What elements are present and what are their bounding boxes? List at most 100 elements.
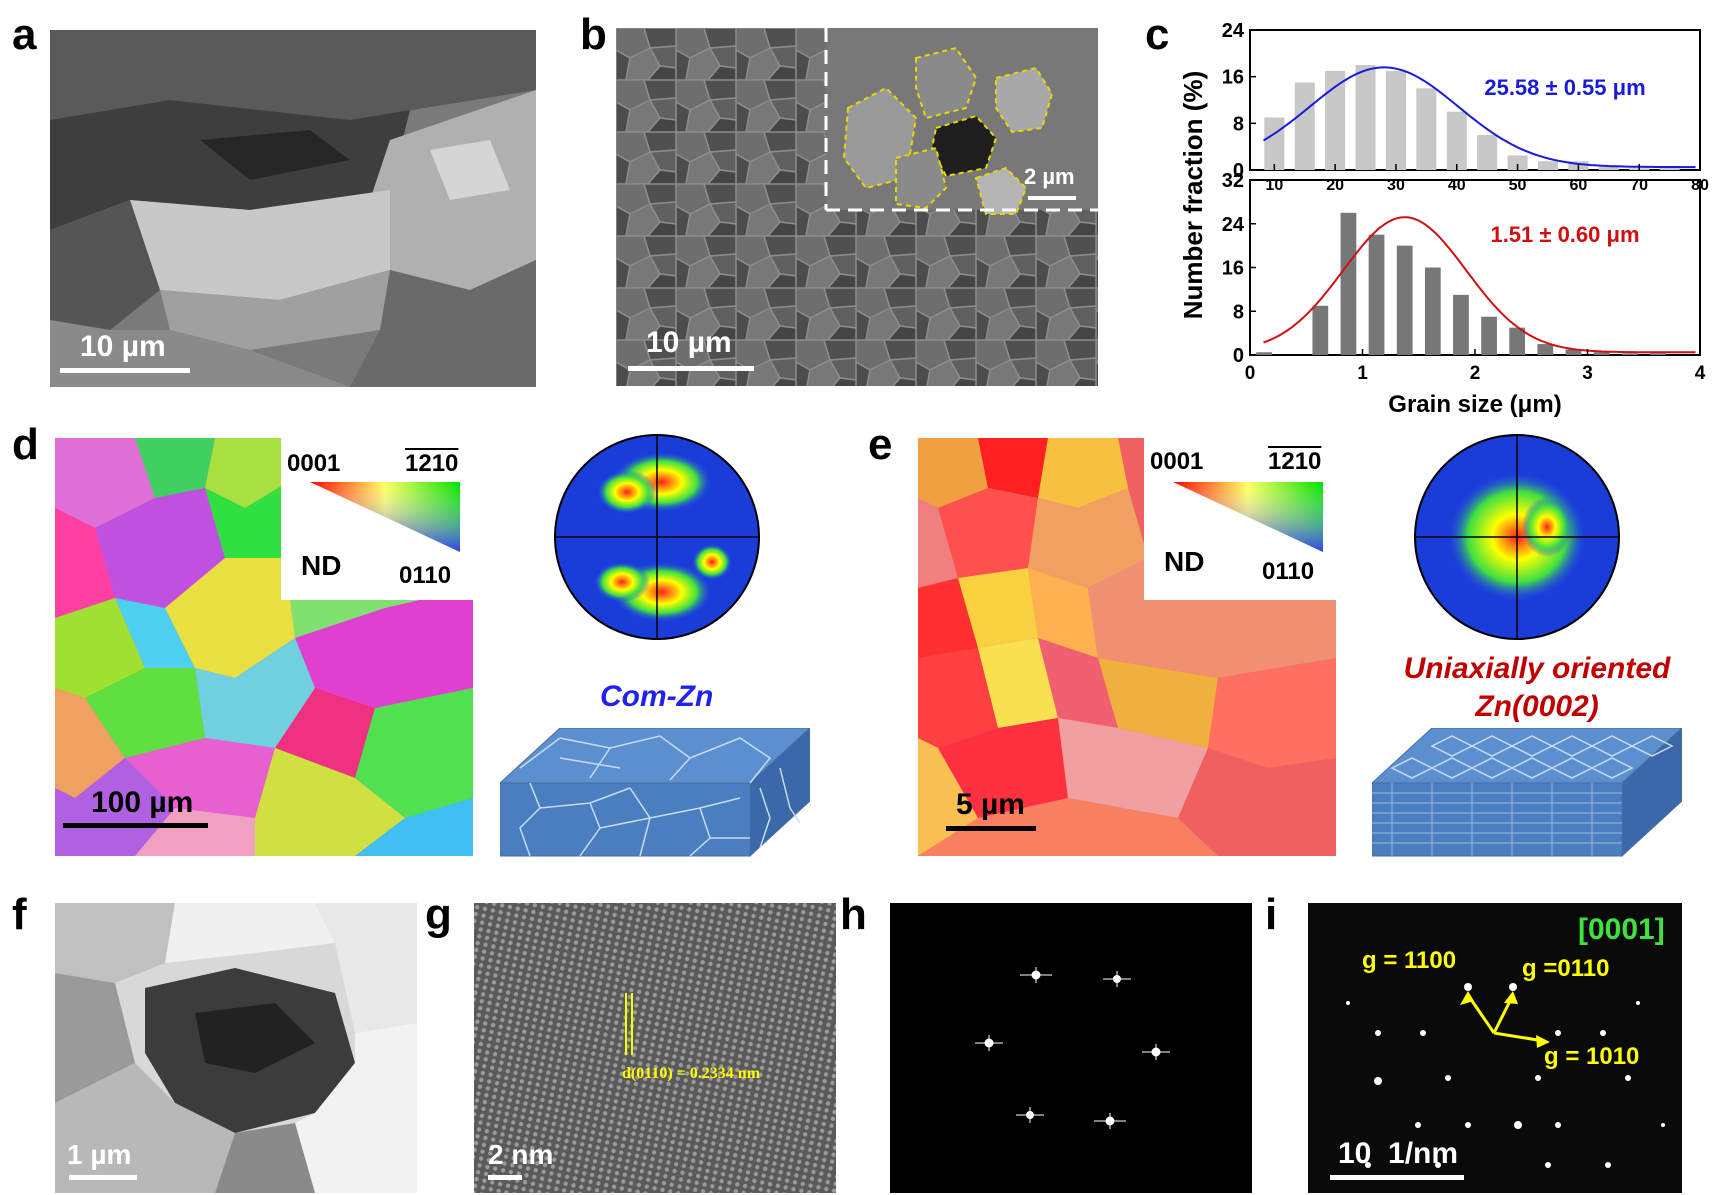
- ipf-color-triangle: [310, 482, 460, 552]
- scale-bar: [488, 1175, 522, 1180]
- histogram-bar: [1621, 353, 1638, 355]
- histogram-bar: [1537, 161, 1559, 170]
- sem-image-a: 10 µm: [50, 30, 536, 387]
- x-tick-label: 60: [1569, 177, 1587, 194]
- scale-bar: [1330, 1175, 1464, 1180]
- x-axis-label: Grain size (μm): [1388, 391, 1561, 418]
- histogram-bar: [1355, 65, 1376, 170]
- histogram-bar: [1477, 135, 1498, 170]
- panel-label-i: i: [1265, 890, 1278, 939]
- ipf-label-0110: 0110: [1262, 558, 1315, 585]
- ipf-label-0001: 0001: [287, 450, 341, 477]
- y-tick-label: 0: [1233, 160, 1244, 182]
- scale-bar: [69, 1175, 137, 1180]
- histogram-bar: [1659, 167, 1680, 170]
- histogram-bar: [1325, 70, 1346, 170]
- histogram-bar: [1416, 88, 1437, 170]
- pole-figure-d: [554, 434, 760, 640]
- histogram-bar: [1340, 212, 1357, 355]
- x-tick-label: 3: [1582, 363, 1593, 384]
- histogram-bar: [1565, 349, 1582, 355]
- panel-label-g: g: [425, 890, 452, 939]
- fft-image-h: [890, 903, 1252, 1193]
- caption-com-zn: Com-Zn: [600, 680, 714, 713]
- y-tick-label: 16: [1222, 258, 1244, 280]
- scale-bar: [946, 826, 1036, 831]
- scale-label: 5 µm: [956, 788, 1025, 821]
- histogram-bar: [1537, 344, 1554, 355]
- caption-line-2: Zn(0002): [1475, 690, 1599, 723]
- y-tick-label: 0: [1233, 345, 1244, 367]
- y-tick-label: 8: [1233, 301, 1244, 323]
- panel-label-c: c: [1145, 10, 1170, 59]
- ebsd-map-e: 0001 1210 ND 0110 5 µm: [918, 438, 1336, 856]
- ipf-label-nd: ND: [301, 550, 342, 581]
- caption-line-1: Uniaxially oriented: [1403, 652, 1671, 685]
- g-vector-3: g = 1010: [1544, 1043, 1640, 1070]
- saed-image-i: [0001] g = 1100 g =0110 g = 1010 10 1/nm: [1308, 903, 1682, 1193]
- ipf-label-0001: 0001: [1150, 448, 1204, 475]
- ipf-label-0110: 0110: [399, 562, 452, 589]
- panel-label-h: h: [840, 890, 867, 939]
- x-tick-label: 2: [1470, 363, 1481, 384]
- d-spacing-label: d(0110) = 0.2334 nm: [622, 1065, 761, 1082]
- ipf-label-nd: ND: [1164, 546, 1205, 577]
- ipf-label-1210: 1210: [1268, 448, 1322, 475]
- histogram-bar: [1481, 316, 1497, 355]
- x-tick-label: 0: [1245, 363, 1256, 384]
- inset-scale-label: 2 µm: [1024, 164, 1075, 189]
- x-tick-label: 70: [1630, 177, 1648, 194]
- y-tick-label: 32: [1222, 170, 1244, 192]
- x-tick-label: 30: [1387, 177, 1405, 194]
- gaussian-fit-curve: [1263, 216, 1696, 354]
- fit-annotation: 25.58 ± 0.55 μm: [1484, 75, 1645, 100]
- scale-bar: [60, 368, 190, 373]
- panel-label-a: a: [12, 10, 37, 59]
- inset-scale-bar: [1028, 196, 1076, 200]
- histogram-bar: [1649, 353, 1666, 355]
- y-tick-label: 8: [1233, 113, 1244, 135]
- y-tick-label: 16: [1222, 67, 1244, 89]
- histogram-bar: [1264, 117, 1285, 170]
- histogram-bar: [1312, 305, 1329, 355]
- sem-image-b: 2 µm 10 µm: [616, 28, 1098, 386]
- x-tick-label: 10: [1265, 177, 1283, 194]
- scale-label: 10 µm: [646, 326, 732, 359]
- histogram-bar: [1446, 111, 1467, 170]
- histogram-bar: [1453, 294, 1469, 355]
- histogram-bar: [1507, 155, 1528, 170]
- fit-annotation: 1.51 ± 0.60 μm: [1490, 222, 1639, 247]
- tem-image-f: 1 µm: [55, 903, 417, 1193]
- histogram-bar: [1256, 352, 1272, 355]
- oriented-grain-schematic: [1372, 728, 1682, 858]
- y-axis-label: Number fraction (%): [1180, 71, 1208, 319]
- panel-label-b: b: [580, 10, 607, 59]
- ipf-label-1210: 1210: [405, 450, 459, 477]
- gaussian-fit-curve: [1262, 66, 1696, 169]
- scale-label: 10 1/nm: [1338, 1137, 1459, 1170]
- histogram-bar: [1593, 352, 1610, 355]
- scale-bar: [63, 823, 208, 828]
- g-vector-1: g = 1100: [1362, 947, 1457, 974]
- plot-frame: [1249, 29, 1701, 171]
- histogram-bar: [1385, 70, 1406, 170]
- ebsd-map-d: 0001 1210 ND 0110 100 µm: [55, 438, 473, 856]
- panel-label-d: d: [12, 420, 39, 469]
- histogram-bar: [1396, 245, 1413, 355]
- caption-uniaxial: Uniaxially oriented Zn(0002): [1372, 650, 1702, 726]
- g-vector-2: g =0110: [1522, 955, 1610, 982]
- histogram-bar: [1294, 82, 1315, 170]
- scale-bar: [628, 366, 754, 371]
- scale-label: 10 µm: [80, 330, 166, 363]
- histogram-bar: [1424, 267, 1441, 355]
- pole-figure-e: [1414, 434, 1620, 640]
- panel-label-e: e: [868, 420, 893, 469]
- scale-label: 1 µm: [67, 1139, 132, 1170]
- x-tick-label: 4: [1695, 363, 1706, 384]
- scale-label: 2 nm: [488, 1139, 554, 1170]
- random-grain-schematic: [500, 728, 810, 858]
- panel-label-f: f: [12, 890, 27, 939]
- ipf-color-triangle: [1173, 482, 1323, 552]
- zone-axis-label: [0001]: [1578, 913, 1665, 946]
